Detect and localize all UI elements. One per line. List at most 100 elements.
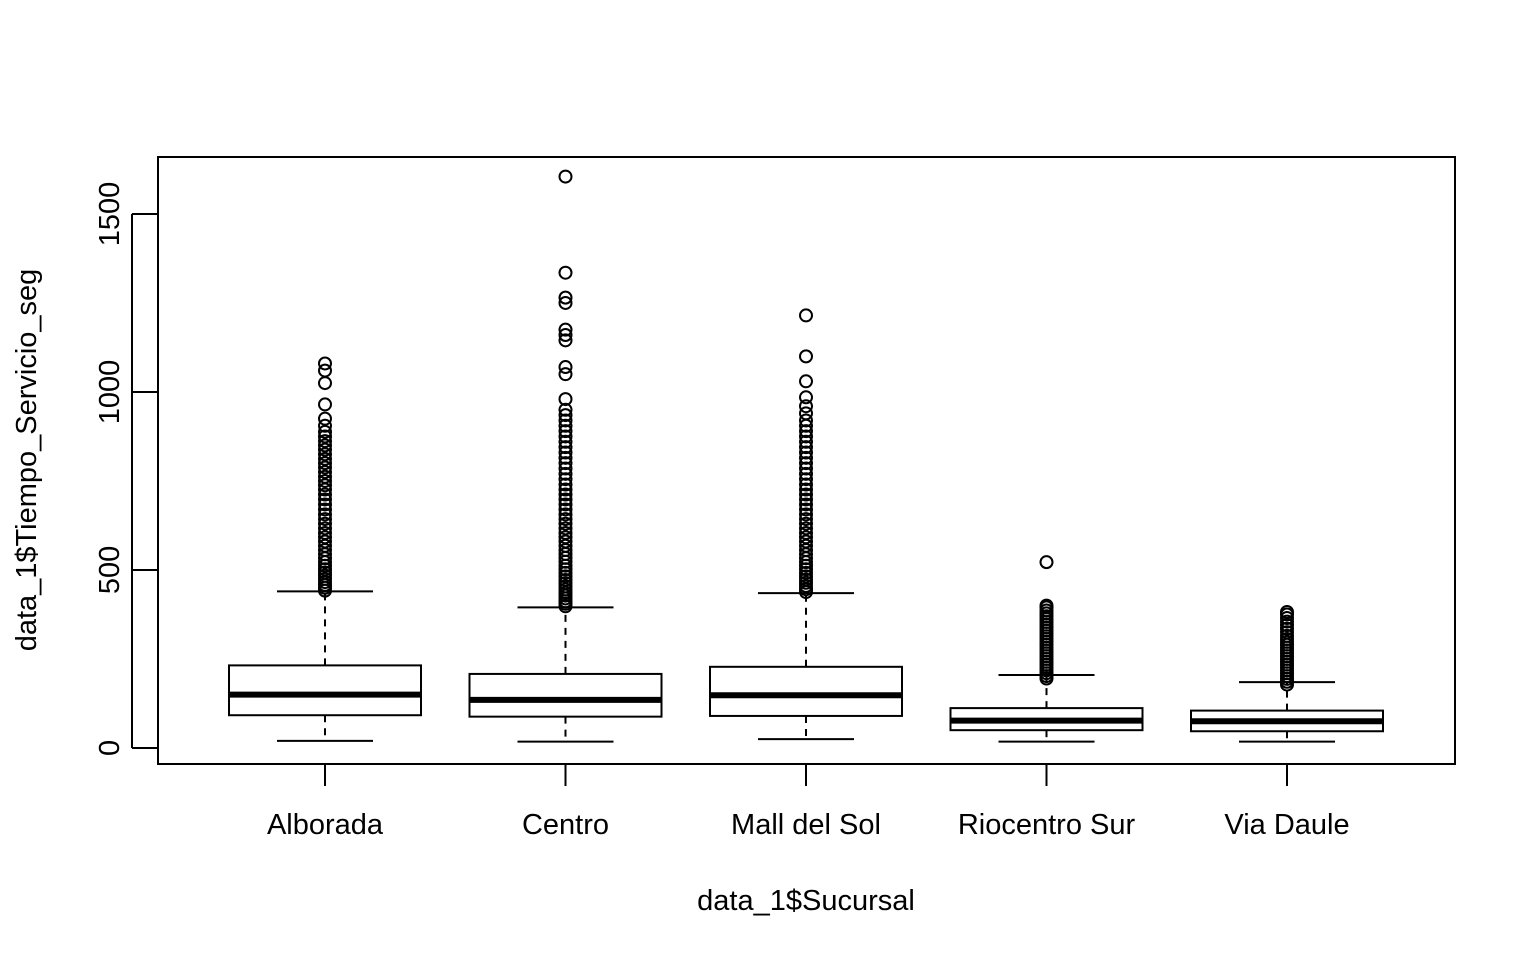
outlier-point [318, 376, 332, 391]
outlier-point [318, 429, 332, 444]
outlier-point [799, 424, 813, 439]
outlier-point [558, 322, 573, 337]
outlier-point [799, 349, 813, 364]
outlier-point [799, 406, 813, 421]
outlier-point [318, 502, 332, 517]
x-tick-label: Centro [522, 809, 609, 841]
outlier-point [799, 525, 813, 540]
outlier-point [558, 265, 573, 280]
x-tick-label: Alborada [267, 809, 384, 841]
outlier-point [318, 492, 332, 507]
outlier-point [799, 308, 813, 323]
box-group [709, 308, 903, 741]
outlier-point [799, 487, 813, 502]
outlier-point [558, 295, 573, 310]
outlier-point [799, 530, 813, 545]
box-group [228, 356, 422, 742]
outlier-point [799, 413, 813, 428]
outlier-point [558, 530, 573, 545]
outlier-point [558, 367, 573, 382]
outlier-point [558, 507, 573, 522]
outlier-point [558, 413, 573, 428]
outlier-point [318, 512, 332, 527]
x-tick-label: Riocentro Sur [958, 809, 1136, 841]
outlier-point [318, 442, 332, 457]
x-axis: Alborada Centro Mall del Sol Riocentro Sur V… [267, 763, 1350, 841]
outlier-point [1280, 604, 1294, 619]
outlier-point [799, 450, 813, 465]
box-group [468, 169, 663, 743]
y-axis-title: data_1$Tiempo_Servicio_seg [11, 269, 43, 652]
y-axis: 0 500 1000 1500 [94, 182, 158, 756]
y-tick-label: 500 [94, 546, 126, 594]
outlier-point [558, 497, 573, 512]
outlier-point [558, 408, 573, 423]
outlier-point [799, 507, 813, 522]
outlier-point [558, 418, 573, 433]
iqr-box [468, 672, 663, 718]
outlier-point [799, 445, 813, 460]
outlier-point [558, 290, 573, 305]
outlier-point [799, 512, 813, 527]
outlier-point [318, 447, 332, 462]
box-group [1190, 604, 1384, 743]
outlier-point [558, 456, 573, 471]
outlier-point [799, 521, 813, 536]
outlier-point [799, 472, 813, 487]
outlier-point [318, 469, 332, 484]
outlier-point [318, 460, 332, 475]
outlier-point [318, 507, 332, 522]
outlier-point [799, 374, 813, 389]
outlier-point [799, 492, 813, 507]
outlier-point [318, 521, 332, 536]
outlier-point [558, 402, 573, 417]
outlier-point [318, 487, 332, 502]
outlier-point [318, 434, 332, 449]
outlier-point [799, 466, 813, 481]
outlier-point [558, 487, 573, 502]
outlier-point [318, 451, 332, 466]
outlier-point [558, 392, 573, 407]
outlier-point [799, 477, 813, 492]
outlier-point [318, 356, 332, 371]
outlier-point [558, 434, 573, 449]
outlier-point [799, 534, 813, 549]
outlier-point [558, 466, 573, 481]
outlier-point [799, 429, 813, 444]
outlier-point [558, 169, 573, 184]
outlier-point [318, 530, 332, 545]
box-group [949, 555, 1144, 743]
outlier-point [318, 516, 332, 531]
outlier-point [558, 450, 573, 465]
outlier-point [558, 472, 573, 487]
outlier-point [558, 461, 573, 476]
outlier-point [1039, 555, 1054, 570]
outlier-point [318, 465, 332, 480]
outlier-point [558, 328, 573, 343]
outlier-point [318, 497, 332, 512]
outlier-point [558, 482, 573, 497]
outlier-point [318, 438, 332, 453]
outlier-point [799, 456, 813, 471]
outlier-point [558, 477, 573, 492]
iqr-box [228, 664, 422, 717]
outlier-point [558, 492, 573, 507]
outlier-point [318, 411, 332, 426]
outlier-point [799, 440, 813, 455]
outlier-point [318, 424, 332, 439]
outlier-point [558, 445, 573, 460]
outlier-point [799, 497, 813, 512]
x-tick-label: Via Daule [1224, 809, 1349, 841]
outlier-point [318, 525, 332, 540]
outlier-point [318, 397, 332, 412]
x-axis-title: data_1$Sucursal [697, 885, 915, 917]
outlier-point [558, 440, 573, 455]
outlier-point [799, 461, 813, 476]
outlier-point [558, 333, 573, 348]
outlier-point [799, 502, 813, 517]
outlier-point [799, 516, 813, 531]
outlier-point [558, 512, 573, 527]
outlier-point [318, 473, 332, 488]
